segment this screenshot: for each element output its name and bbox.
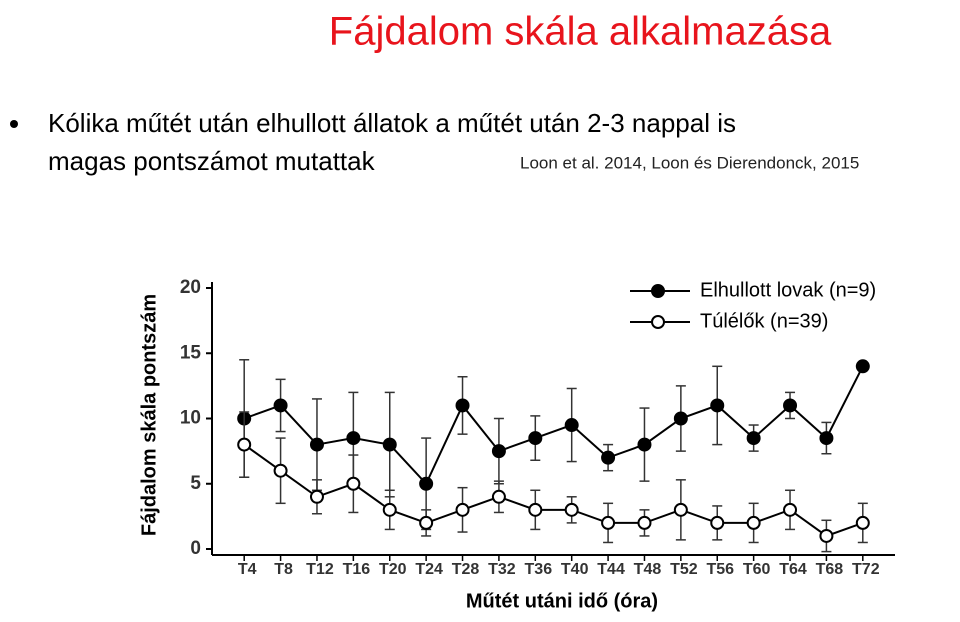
data-point <box>819 431 834 446</box>
y-tick-label: 20 <box>180 277 201 298</box>
data-point <box>564 502 579 517</box>
data-point <box>746 431 761 446</box>
data-point <box>637 437 652 452</box>
x-tick-label: T52 <box>670 561 698 578</box>
y-tick-label: 10 <box>180 408 201 429</box>
x-tick-label: T44 <box>597 561 625 578</box>
data-point <box>710 398 725 413</box>
data-point <box>564 418 579 433</box>
x-tick-label: T60 <box>743 561 771 578</box>
y-tick-label: 0 <box>190 538 201 559</box>
x-tick-label: T4 <box>238 561 257 578</box>
x-tick-label: T68 <box>816 561 844 578</box>
legend-label: Túlélők (n=39) <box>700 310 828 332</box>
data-point <box>382 502 397 517</box>
series-line <box>243 365 864 486</box>
y-tick-label: 15 <box>180 342 202 363</box>
x-tick-label: T28 <box>452 561 480 578</box>
y-axis-title: Fájdalom skála pontszám <box>138 294 160 536</box>
slide-title: Fájdalom skála alkalmazása <box>329 10 832 54</box>
x-tick-label: T24 <box>415 561 443 578</box>
legend-marker <box>651 284 665 298</box>
data-point <box>637 515 652 530</box>
data-point <box>855 359 870 374</box>
data-point <box>455 502 470 517</box>
x-tick-label: T64 <box>779 561 807 578</box>
data-point <box>783 502 798 517</box>
data-point <box>673 502 688 517</box>
chart: 0 5 10 15 20 T4 T8 T12 T16 T20 T24 T28 T32 T36 T40 T44 T… <box>138 277 895 612</box>
data-point <box>710 515 725 530</box>
data-point <box>273 398 288 413</box>
x-tick-label: T40 <box>561 561 589 578</box>
bullet-text: Kólika műtét után elhullott állatok a mű… <box>48 108 736 138</box>
bullet-dot <box>10 120 18 128</box>
data-point <box>855 515 870 530</box>
data-point <box>309 489 324 504</box>
x-tick-label: T48 <box>634 561 662 578</box>
data-point <box>819 528 834 543</box>
x-tick-label: T72 <box>852 561 880 578</box>
data-point <box>382 437 397 452</box>
legend-marker <box>651 315 665 329</box>
series-line <box>243 443 864 538</box>
bullet-text: magas pontszámot mutattak <box>48 146 376 176</box>
data-point <box>419 476 434 491</box>
data-point <box>309 437 324 452</box>
x-tick-label: T8 <box>274 561 293 578</box>
data-point <box>783 398 798 413</box>
x-tick-label: T12 <box>306 561 334 578</box>
data-point <box>601 450 616 465</box>
data-point <box>528 431 543 446</box>
data-point <box>491 444 506 459</box>
legend-label: Elhullott lovak (n=9) <box>700 279 876 301</box>
data-point <box>528 502 543 517</box>
x-tick-label: T20 <box>379 561 407 578</box>
data-point <box>237 437 252 452</box>
data-point <box>601 515 616 530</box>
x-tick-label: T56 <box>706 561 734 578</box>
citation: Loon et al. 2014, Loon és Dierendonck, 2… <box>520 153 859 172</box>
data-point <box>346 431 361 446</box>
x-tick-label: T36 <box>525 561 553 578</box>
data-point <box>273 463 288 478</box>
data-point <box>346 476 361 491</box>
x-axis-title: Műtét utáni idő (óra) <box>466 590 658 612</box>
data-point <box>491 489 506 504</box>
data-point <box>673 411 688 426</box>
data-point <box>419 515 434 530</box>
x-tick-label: T16 <box>343 561 371 578</box>
x-tick-label: T32 <box>488 561 516 578</box>
data-point <box>455 398 470 413</box>
y-tick-label: 5 <box>190 473 201 494</box>
data-point <box>746 515 761 530</box>
